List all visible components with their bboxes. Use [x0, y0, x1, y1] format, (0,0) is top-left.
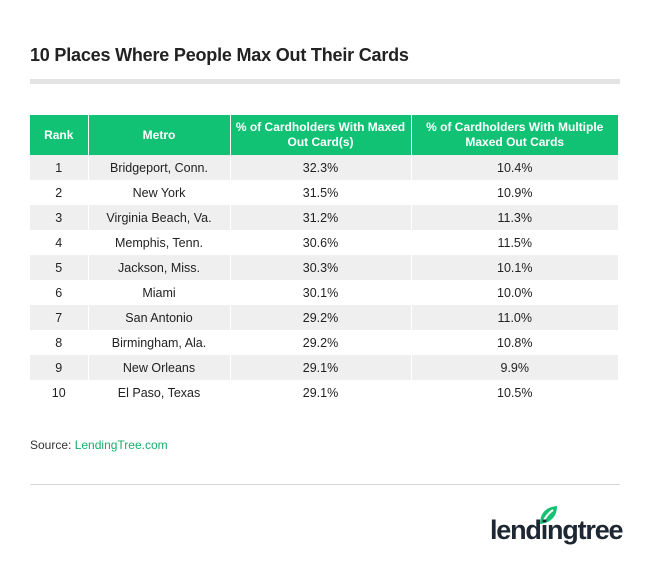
title-divider	[30, 79, 620, 84]
rank-cell: 5	[30, 255, 89, 280]
source-label: Source:	[30, 438, 75, 452]
metro-cell: New York	[88, 180, 231, 205]
maxed-out-cell: 30.3%	[230, 255, 412, 280]
rank-cell: 10	[30, 380, 89, 405]
table-row: 4 Memphis, Tenn. 30.6% 11.5%	[30, 230, 618, 255]
multiple-maxed-cell: 10.5%	[497, 385, 533, 400]
header-multiple-maxed: % of Cardholders With Multiple Maxed Out…	[411, 115, 618, 155]
table-row: 1 Bridgeport, Conn. 32.3% 10.4%	[30, 155, 618, 180]
multiple-maxed-cell: 10.9%	[497, 185, 533, 200]
rank-cell: 1	[30, 155, 89, 180]
metro-cell: Virginia Beach, Va.	[88, 205, 231, 230]
source-note: Source: LendingTree.com	[30, 438, 168, 452]
page-title: 10 Places Where People Max Out Their Car…	[30, 45, 409, 65]
header-maxed-out: % of Cardholders With Maxed Out Card(s)	[230, 115, 412, 155]
table-row: 10 El Paso, Texas 29.1% 10.5%	[30, 380, 618, 405]
table-row: 2 New York 31.5% 10.9%	[30, 180, 618, 205]
rank-cell: 7	[30, 305, 89, 330]
multiple-maxed-cell: 10.0%	[497, 285, 533, 300]
multiple-maxed-cell: 10.1%	[411, 255, 618, 280]
table-row: 3 Virginia Beach, Va. 31.2% 11.3%	[30, 205, 618, 230]
metro-cell: New Orleans	[88, 355, 231, 380]
multiple-maxed-cell: 10.4%	[411, 155, 618, 180]
multiple-maxed-cell: 11.0%	[411, 305, 618, 330]
logo-text: lendingtree	[490, 515, 624, 545]
maxed-out-cell: 30.1%	[230, 280, 412, 305]
table-row: 9 New Orleans 29.1% 9.9%	[30, 355, 618, 380]
maxed-out-cell: 29.2%	[230, 330, 412, 355]
metro-cell: Jackson, Miss.	[88, 255, 231, 280]
multiple-maxed-cell: 11.3%	[411, 205, 618, 230]
maxed-out-cell: 31.2%	[230, 205, 412, 230]
metro-cell: Birmingham, Ala.	[88, 330, 231, 355]
header-metro: Metro	[88, 115, 231, 155]
rank-cell: 3	[30, 205, 89, 230]
maxed-out-cell: 30.6%	[230, 230, 412, 255]
maxed-out-cell: 32.3%	[230, 155, 412, 180]
rank-cell: 6	[30, 280, 89, 305]
metro-cell: Miami	[88, 280, 231, 305]
footer-divider	[30, 484, 620, 485]
metro-cell: El Paso, Texas	[88, 380, 231, 405]
table-row: 6 Miami 30.1% 10.0%	[30, 280, 618, 305]
maxed-out-cell: 31.5%	[230, 180, 412, 205]
metro-cell: Memphis, Tenn.	[88, 230, 231, 255]
multiple-maxed-cell: 10.8%	[497, 335, 533, 350]
table-row: 8 Birmingham, Ala. 29.2% 10.8%	[30, 330, 618, 355]
table-row: 5 Jackson, Miss. 30.3% 10.1%	[30, 255, 618, 280]
lendingtree-logo: lendingtree	[490, 505, 624, 547]
table-row: 7 San Antonio 29.2% 11.0%	[30, 305, 618, 330]
maxed-out-cell: 29.2%	[230, 305, 412, 330]
multiple-maxed-cell: 9.9%	[411, 355, 618, 380]
leaf-icon	[540, 506, 557, 524]
data-table: Rank Metro % of Cardholders With Maxed O…	[30, 115, 618, 405]
metro-cell: San Antonio	[88, 305, 231, 330]
rank-cell: 2	[30, 180, 89, 205]
rank-cell: 8	[30, 330, 89, 355]
maxed-out-cell: 29.1%	[230, 355, 412, 380]
multiple-maxed-cell: 11.5%	[497, 235, 532, 250]
source-link[interactable]: LendingTree.com	[74, 438, 168, 452]
metro-cell: Bridgeport, Conn.	[88, 155, 231, 180]
rank-cell: 4	[30, 230, 89, 255]
header-rank: Rank	[30, 115, 89, 155]
rank-cell: 9	[30, 355, 89, 380]
table-header-row: Rank Metro % of Cardholders With Maxed O…	[30, 115, 618, 155]
maxed-out-cell: 29.1%	[230, 380, 412, 405]
